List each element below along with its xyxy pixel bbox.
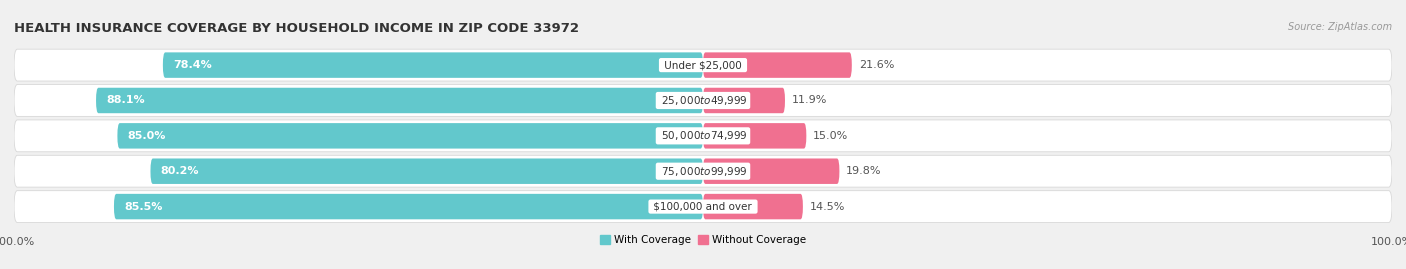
FancyBboxPatch shape xyxy=(163,52,703,78)
Text: 88.1%: 88.1% xyxy=(107,95,145,105)
Text: $100,000 and over: $100,000 and over xyxy=(651,201,755,212)
FancyBboxPatch shape xyxy=(117,123,703,148)
Text: 80.2%: 80.2% xyxy=(160,166,200,176)
Text: 21.6%: 21.6% xyxy=(859,60,894,70)
FancyBboxPatch shape xyxy=(703,88,785,113)
Text: HEALTH INSURANCE COVERAGE BY HOUSEHOLD INCOME IN ZIP CODE 33972: HEALTH INSURANCE COVERAGE BY HOUSEHOLD I… xyxy=(14,22,579,35)
FancyBboxPatch shape xyxy=(14,155,1392,187)
FancyBboxPatch shape xyxy=(14,84,1392,116)
FancyBboxPatch shape xyxy=(114,194,703,219)
Text: 78.4%: 78.4% xyxy=(173,60,212,70)
FancyBboxPatch shape xyxy=(14,49,1392,81)
Text: Under $25,000: Under $25,000 xyxy=(661,60,745,70)
Legend: With Coverage, Without Coverage: With Coverage, Without Coverage xyxy=(596,231,810,249)
FancyBboxPatch shape xyxy=(14,120,1392,152)
FancyBboxPatch shape xyxy=(703,194,803,219)
Text: 15.0%: 15.0% xyxy=(813,131,848,141)
FancyBboxPatch shape xyxy=(703,123,807,148)
Text: $75,000 to $99,999: $75,000 to $99,999 xyxy=(658,165,748,178)
Text: 19.8%: 19.8% xyxy=(846,166,882,176)
FancyBboxPatch shape xyxy=(703,158,839,184)
Text: 11.9%: 11.9% xyxy=(792,95,827,105)
FancyBboxPatch shape xyxy=(14,191,1392,222)
FancyBboxPatch shape xyxy=(96,88,703,113)
FancyBboxPatch shape xyxy=(703,52,852,78)
Text: 85.5%: 85.5% xyxy=(124,201,163,212)
FancyBboxPatch shape xyxy=(150,158,703,184)
Text: 14.5%: 14.5% xyxy=(810,201,845,212)
Text: $25,000 to $49,999: $25,000 to $49,999 xyxy=(658,94,748,107)
Text: Source: ZipAtlas.com: Source: ZipAtlas.com xyxy=(1288,22,1392,31)
Text: 85.0%: 85.0% xyxy=(128,131,166,141)
Text: $50,000 to $74,999: $50,000 to $74,999 xyxy=(658,129,748,142)
